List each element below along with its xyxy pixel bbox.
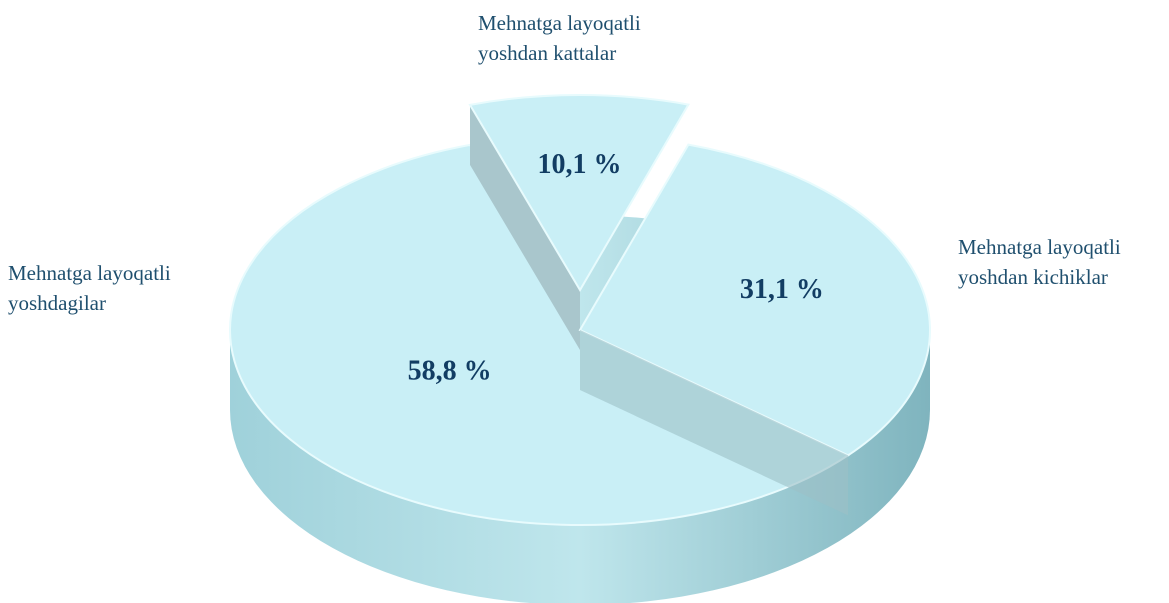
value-label: 10,1 % bbox=[537, 149, 621, 180]
pie-slice bbox=[468, 94, 690, 292]
category-label: Mehnatga layoqatli yoshdan kichiklar bbox=[958, 235, 1121, 289]
category-label: Mehnatga layoqatli yoshdagilar bbox=[8, 261, 171, 315]
category-label: Mehnatga layoqatli yoshdan kattalar bbox=[478, 11, 641, 65]
slice-wall bbox=[580, 330, 849, 516]
slice-wall bbox=[469, 104, 580, 350]
value-label: 58,8 % bbox=[408, 355, 492, 386]
pie-slice bbox=[578, 143, 931, 457]
value-label: 31,1 % bbox=[740, 274, 824, 305]
